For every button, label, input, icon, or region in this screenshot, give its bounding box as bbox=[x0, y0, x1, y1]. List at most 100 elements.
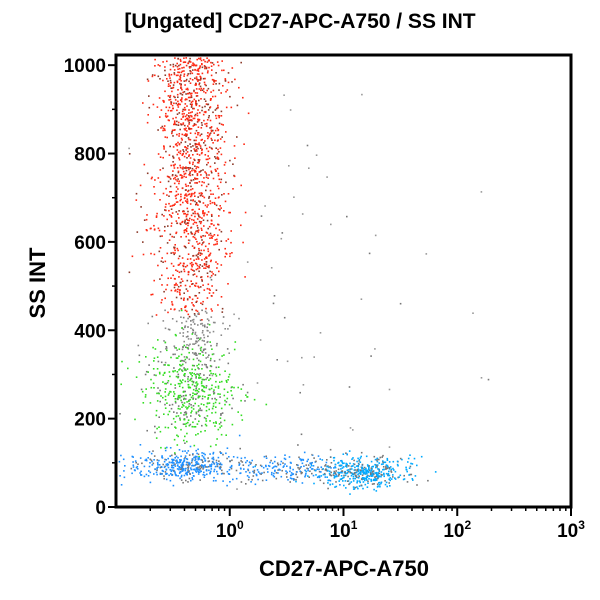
data-point bbox=[130, 467, 133, 470]
data-point bbox=[303, 465, 305, 467]
data-point bbox=[184, 220, 186, 223]
data-point bbox=[173, 120, 176, 122]
data-point bbox=[191, 79, 194, 81]
data-point bbox=[201, 322, 203, 325]
data-point bbox=[195, 340, 197, 342]
data-point bbox=[194, 64, 197, 67]
data-point bbox=[179, 74, 182, 76]
data-point bbox=[163, 364, 165, 366]
data-point bbox=[182, 149, 184, 151]
data-point bbox=[194, 165, 196, 167]
data-point bbox=[128, 147, 130, 150]
data-point bbox=[182, 116, 184, 118]
data-point bbox=[199, 66, 201, 69]
data-point bbox=[196, 310, 199, 313]
data-point bbox=[199, 319, 202, 322]
data-point bbox=[210, 372, 212, 375]
data-point bbox=[209, 127, 211, 129]
data-point bbox=[206, 206, 208, 208]
data-point bbox=[193, 63, 195, 65]
data-point bbox=[177, 376, 179, 379]
data-point bbox=[182, 481, 184, 484]
data-point bbox=[167, 85, 170, 87]
data-point bbox=[197, 344, 200, 347]
data-point bbox=[386, 467, 389, 470]
data-point bbox=[164, 447, 167, 449]
data-point bbox=[333, 459, 335, 462]
data-point bbox=[196, 341, 198, 343]
data-point bbox=[192, 321, 195, 323]
data-point bbox=[206, 163, 208, 166]
data-point bbox=[161, 469, 164, 472]
data-point bbox=[210, 365, 213, 368]
data-point bbox=[164, 341, 167, 344]
data-point bbox=[142, 253, 145, 256]
data-point bbox=[191, 269, 194, 271]
data-point bbox=[164, 407, 167, 409]
data-point bbox=[183, 173, 186, 175]
data-point bbox=[161, 213, 163, 216]
data-point bbox=[191, 308, 193, 311]
data-point bbox=[173, 395, 175, 397]
data-point bbox=[197, 227, 199, 229]
data-point bbox=[210, 126, 213, 128]
data-point bbox=[205, 185, 208, 188]
data-point bbox=[206, 119, 209, 121]
data-point bbox=[487, 378, 490, 381]
data-point bbox=[349, 462, 351, 465]
data-point bbox=[191, 478, 194, 481]
data-point bbox=[175, 186, 178, 188]
data-point bbox=[186, 198, 189, 200]
data-point bbox=[200, 152, 203, 155]
data-point bbox=[362, 471, 364, 474]
data-point bbox=[163, 215, 165, 217]
data-point bbox=[239, 447, 241, 450]
data-point bbox=[152, 462, 155, 465]
data-point bbox=[301, 356, 303, 359]
data-point bbox=[194, 132, 197, 135]
data-point bbox=[185, 288, 188, 290]
data-point bbox=[351, 468, 353, 470]
data-point bbox=[188, 461, 190, 464]
data-point bbox=[231, 67, 234, 69]
data-point bbox=[149, 471, 152, 474]
data-point bbox=[210, 465, 213, 468]
data-point bbox=[165, 288, 167, 291]
data-point bbox=[195, 76, 198, 78]
data-point bbox=[237, 386, 239, 389]
data-point bbox=[190, 404, 192, 406]
data-point bbox=[198, 420, 200, 423]
data-point bbox=[195, 470, 197, 472]
data-point bbox=[206, 61, 209, 63]
data-point bbox=[290, 472, 293, 474]
data-point bbox=[212, 422, 215, 424]
data-point bbox=[174, 421, 177, 423]
data-point bbox=[200, 249, 203, 252]
data-point bbox=[212, 89, 215, 92]
data-point bbox=[310, 464, 313, 467]
data-point bbox=[271, 467, 274, 469]
data-point bbox=[174, 64, 177, 67]
data-point bbox=[181, 176, 184, 179]
data-point bbox=[158, 229, 161, 232]
data-point bbox=[191, 383, 194, 386]
data-point bbox=[174, 387, 177, 389]
data-point bbox=[156, 212, 158, 215]
data-point bbox=[209, 107, 211, 109]
data-point bbox=[165, 106, 168, 109]
data-point bbox=[208, 66, 210, 69]
data-point bbox=[198, 471, 201, 473]
data-point bbox=[207, 150, 210, 153]
data-point bbox=[195, 148, 198, 151]
data-point bbox=[233, 386, 235, 389]
data-point bbox=[200, 403, 203, 405]
data-point bbox=[201, 192, 203, 195]
data-point bbox=[386, 466, 389, 468]
data-point bbox=[195, 463, 197, 466]
data-point bbox=[196, 92, 199, 94]
data-point bbox=[166, 284, 169, 286]
data-point bbox=[155, 414, 158, 417]
data-point bbox=[265, 455, 267, 458]
data-point bbox=[162, 396, 164, 399]
data-point bbox=[135, 199, 138, 201]
